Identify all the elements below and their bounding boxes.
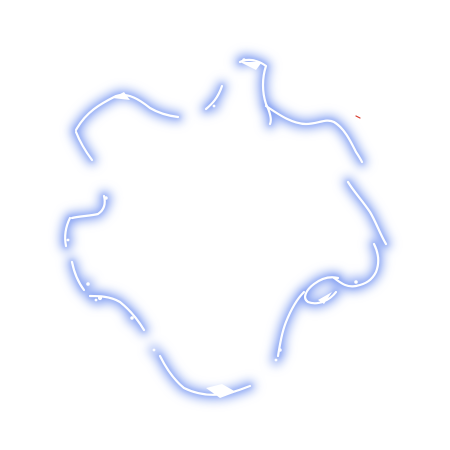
outline-core-segment <box>70 194 106 220</box>
outline-highlight <box>240 62 262 70</box>
outline-core-segment <box>346 180 388 246</box>
outline-core-segment <box>238 58 272 126</box>
core-dot <box>242 58 246 62</box>
outline-core-layer <box>64 58 388 398</box>
outline-core-segment <box>204 84 224 111</box>
outline-glow-layer <box>59 53 392 401</box>
outline-core-segment <box>74 130 94 162</box>
outline-core-segment <box>276 290 306 358</box>
core-dot <box>278 348 282 352</box>
outline-core-segment <box>74 93 180 132</box>
outline-core-segment <box>332 242 380 288</box>
red-accent-mark <box>355 115 361 119</box>
outline-highlight <box>318 292 332 304</box>
outline-highlight <box>112 92 130 100</box>
core-dot <box>152 348 156 352</box>
core-dot <box>97 295 103 301</box>
core-dot <box>212 104 216 108</box>
outline-core-segment <box>64 216 72 248</box>
core-dot <box>130 316 134 320</box>
core-dot <box>86 282 90 286</box>
outline-inner-glow-layer <box>62 57 389 398</box>
core-dot <box>94 298 98 302</box>
core-dot <box>66 238 70 242</box>
core-dot <box>274 358 278 362</box>
outline-core-segment <box>264 104 364 164</box>
outline-core-segment <box>158 354 252 396</box>
outline-highlight <box>206 384 236 398</box>
core-dot <box>354 280 358 284</box>
core-dot <box>104 196 108 200</box>
outline-core-segment <box>88 294 146 332</box>
outline-core-segment <box>70 260 86 292</box>
